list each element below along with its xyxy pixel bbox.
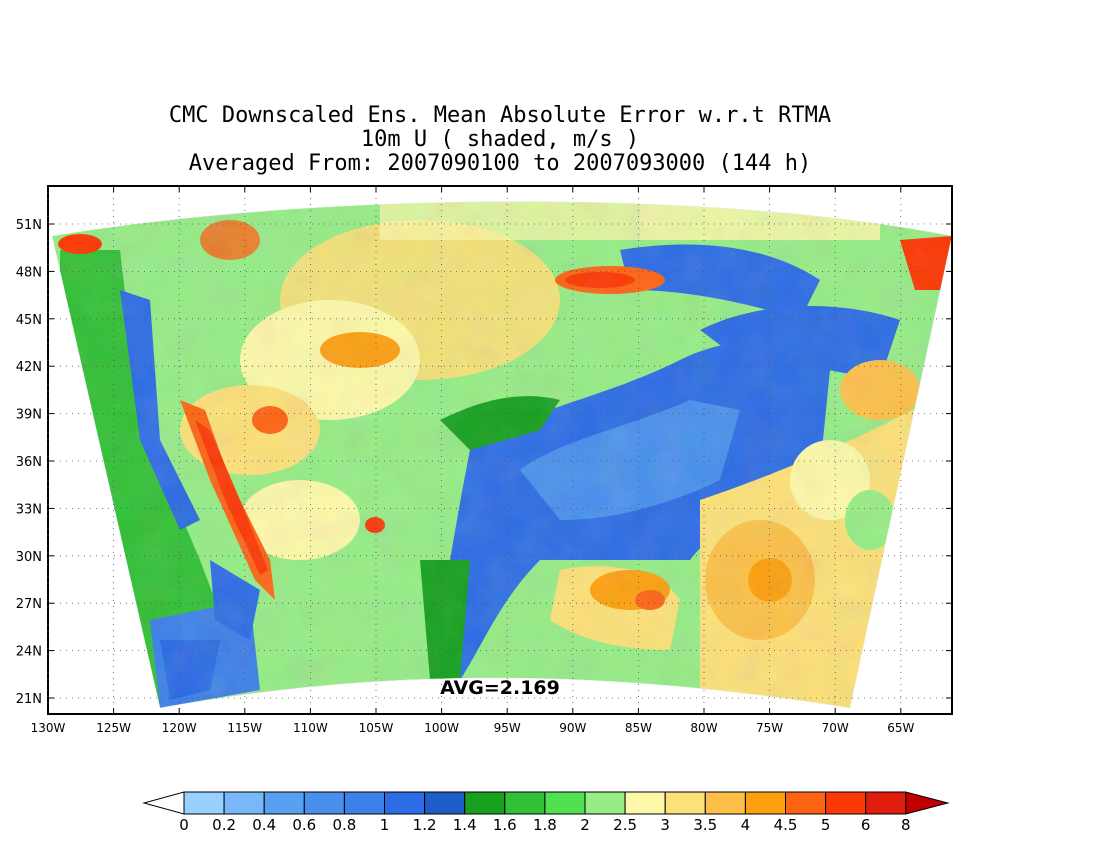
lon-tick-label: 95W — [494, 721, 521, 735]
colorbar-label: 0 — [179, 816, 189, 834]
colorbar-label: 0.8 — [332, 816, 356, 834]
colorbar-box — [704, 791, 746, 815]
colorbar-label: 1.2 — [413, 816, 437, 834]
colorbar-label: 1.4 — [453, 816, 477, 834]
lon-tick-label: 120W — [162, 721, 197, 735]
colorbar-label: 0.6 — [292, 816, 316, 834]
colorbar-label: 0.4 — [252, 816, 276, 834]
lon-tick-label: 90W — [559, 721, 586, 735]
colorbar-box — [263, 791, 305, 815]
lon-tick-label: 130W — [31, 721, 66, 735]
colorbar-label: 1 — [380, 816, 390, 834]
lon-tick-label: 75W — [756, 721, 783, 735]
title-line-2: 10m U ( shaded, m/s ) — [360, 127, 640, 152]
colorbar-box — [223, 791, 265, 815]
colorbar-over-triangle — [905, 791, 950, 815]
lat-tick-label: 36N — [16, 455, 42, 470]
colorbar-box — [744, 791, 787, 815]
longitude-labels: 130W 125W 120W 115W 110W 105W 100W 95W 90W 85W 80W… — [31, 721, 915, 735]
colorbar-label: 4 — [741, 816, 751, 834]
colorbar-label: 3 — [660, 816, 670, 834]
colorbar-box — [183, 791, 225, 815]
colorbar-label: 6 — [861, 816, 871, 834]
lat-tick-label: 30N — [16, 550, 42, 565]
colorbar-label: 1.6 — [493, 816, 517, 834]
lon-tick-label: 105W — [359, 721, 394, 735]
lat-tick-label: 45N — [16, 313, 42, 328]
error-field — [52, 201, 952, 708]
lon-tick-label: 80W — [690, 721, 717, 735]
colorbar-box — [504, 791, 546, 815]
colorbar-box — [544, 791, 586, 815]
lon-tick-label: 125W — [96, 721, 131, 735]
colorbar-box — [303, 791, 345, 815]
lat-tick-label: 24N — [16, 645, 42, 660]
lat-tick-label: 39N — [16, 408, 42, 423]
avg-label: AVG=2.169 — [440, 677, 560, 699]
colorbar-box — [624, 791, 666, 815]
colorbar-label: 2.5 — [613, 816, 637, 834]
colorbar-box — [825, 791, 867, 815]
lat-tick-label: 48N — [16, 265, 42, 280]
lon-tick-label: 70W — [822, 721, 849, 735]
colorbar-box — [785, 791, 827, 815]
title-line-3: Averaged From: 2007090100 to 2007093000 … — [188, 151, 812, 176]
lon-tick-label: 85W — [625, 721, 652, 735]
colorbar-box — [664, 791, 706, 815]
lat-tick-label: 51N — [16, 218, 42, 233]
lon-tick-label: 65W — [887, 721, 914, 735]
lat-tick-label: 33N — [16, 502, 42, 517]
colorbar-label: 5 — [821, 816, 831, 834]
lat-tick-label: 21N — [16, 692, 42, 707]
colorbar-label: 4.5 — [774, 816, 798, 834]
colorbar-label: 3.5 — [693, 816, 717, 834]
title-line-1: CMC Downscaled Ens. Mean Absolute Error … — [168, 103, 832, 128]
colorbar-box — [584, 791, 626, 815]
colorbar-label: 2 — [580, 816, 590, 834]
lat-tick-label: 27N — [16, 597, 42, 612]
graticule — [47, 186, 952, 714]
latitude-labels: 51N 48N 45N 42N 39N 36N 33N 30N 27N 24N 21N — [16, 218, 42, 707]
colorbar-box — [343, 791, 385, 815]
lat-tick-label: 42N — [16, 360, 42, 375]
lon-tick-label: 115W — [227, 721, 262, 735]
colorbar-box — [865, 791, 907, 815]
colorbar-box — [424, 791, 466, 815]
lon-tick-label: 100W — [424, 721, 459, 735]
lon-tick-label: 110W — [293, 721, 328, 735]
colorbar-box — [464, 791, 506, 815]
colorbar-label: 1.8 — [533, 816, 557, 834]
colorbar-box — [384, 791, 426, 815]
colorbar-label: 8 — [901, 816, 911, 834]
colorbar-under-triangle — [142, 791, 185, 815]
colorbar-label: 0.2 — [212, 816, 236, 834]
